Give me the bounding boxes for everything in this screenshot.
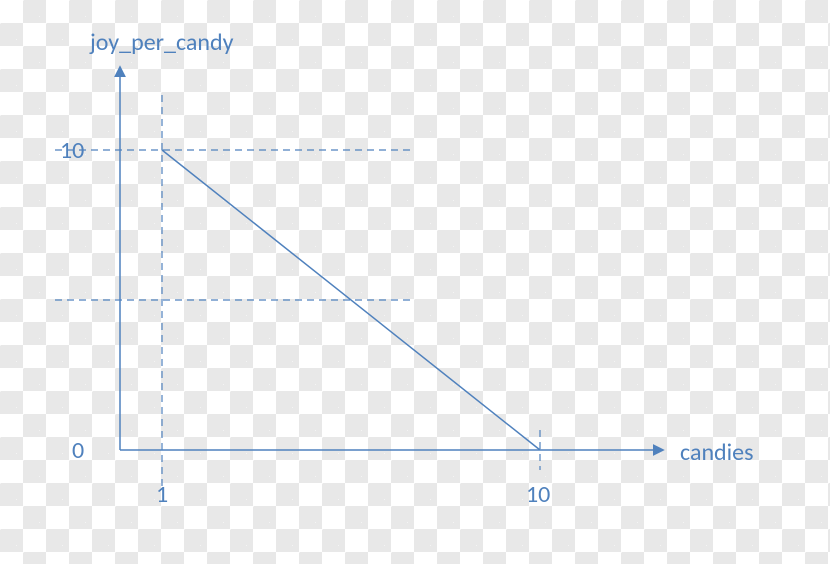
- chart-stage: joy_per_candy candies 10 0 1 10: [0, 0, 830, 564]
- y-tick-10: 10: [60, 136, 84, 165]
- data-line: [162, 150, 540, 450]
- y-axis-label: joy_per_candy: [90, 28, 233, 57]
- x-tick-1: 1: [156, 480, 168, 509]
- x-tick-10: 10: [526, 480, 550, 509]
- x-axis-label: candies: [680, 438, 754, 467]
- chart-svg: [0, 0, 830, 564]
- y-tick-0: 0: [72, 436, 84, 465]
